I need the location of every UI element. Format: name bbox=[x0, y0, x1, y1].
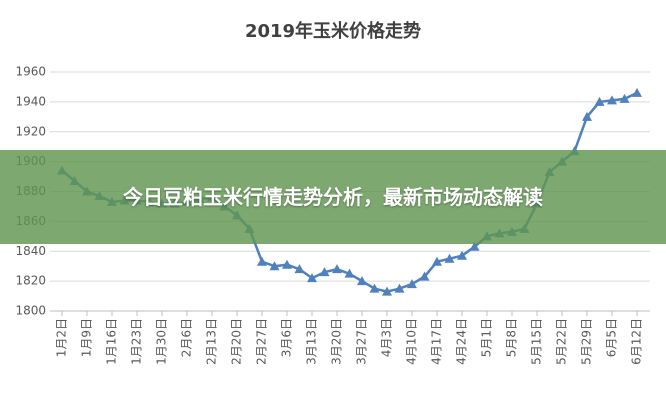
marker bbox=[269, 261, 280, 271]
marker bbox=[332, 264, 342, 274]
x-tick-label: 1月2日 bbox=[55, 318, 69, 357]
marker bbox=[282, 259, 292, 269]
marker bbox=[369, 283, 380, 293]
marker bbox=[357, 276, 367, 286]
marker bbox=[632, 87, 642, 97]
marker bbox=[319, 267, 330, 277]
marker bbox=[419, 271, 430, 281]
y-tick-label: 1960 bbox=[15, 65, 46, 79]
marker bbox=[582, 111, 592, 121]
x-tick-label: 2月6日 bbox=[180, 318, 194, 357]
x-tick-label: 5月8日 bbox=[505, 318, 519, 357]
x-tick-label: 1月9日 bbox=[80, 318, 94, 357]
y-tick-label: 1800 bbox=[15, 304, 46, 318]
x-tick-label: 3月6日 bbox=[280, 318, 294, 357]
y-tick-label: 1920 bbox=[15, 124, 46, 138]
x-tick-label: 6月12日 bbox=[630, 318, 644, 365]
marker bbox=[619, 93, 630, 103]
marker bbox=[294, 264, 305, 274]
x-tick-label: 2月27日 bbox=[255, 318, 269, 365]
marker bbox=[407, 279, 417, 289]
x-tick-label: 4月3日 bbox=[380, 318, 394, 357]
x-tick-label: 5月29日 bbox=[580, 318, 594, 365]
banner: 今日豆粕玉米行情走势分析，最新市场动态解读 bbox=[0, 150, 666, 244]
x-tick-label: 2月20日 bbox=[230, 318, 244, 365]
marker bbox=[432, 256, 442, 266]
marker bbox=[257, 256, 267, 266]
marker bbox=[382, 286, 392, 296]
marker bbox=[444, 253, 455, 263]
x-tick-label: 1月23日 bbox=[130, 318, 144, 365]
x-tick-label: 2月13日 bbox=[205, 318, 219, 365]
y-tick-label: 1820 bbox=[15, 274, 46, 288]
x-tick-label: 5月15日 bbox=[530, 318, 544, 365]
y-tick-label: 1840 bbox=[15, 244, 46, 258]
x-tick-label: 3月20日 bbox=[330, 318, 344, 365]
x-tick-label: 3月27日 bbox=[355, 318, 369, 365]
x-tick-label: 4月10日 bbox=[405, 318, 419, 365]
x-tick-label: 1月30日 bbox=[155, 318, 169, 365]
marker bbox=[394, 283, 405, 293]
marker bbox=[344, 268, 355, 278]
x-tick-label: 5月1日 bbox=[480, 318, 494, 357]
x-tick-label: 5月22日 bbox=[555, 318, 569, 365]
marker bbox=[457, 250, 467, 260]
chart-title: 2019年玉米价格走势 bbox=[245, 20, 421, 42]
marker bbox=[607, 95, 617, 105]
x-tick-label: 3月13日 bbox=[305, 318, 319, 365]
marker bbox=[469, 241, 480, 251]
x-tick-label: 6月5日 bbox=[605, 318, 619, 357]
x-tick-label: 4月17日 bbox=[430, 318, 444, 365]
banner-text: 今日豆粕玉米行情走势分析，最新市场动态解读 bbox=[123, 185, 543, 209]
y-tick-label: 1940 bbox=[15, 94, 46, 108]
marker bbox=[594, 96, 605, 106]
x-tick-label: 4月24日 bbox=[455, 318, 469, 365]
marker bbox=[307, 273, 317, 283]
x-tick-label: 1月16日 bbox=[105, 318, 119, 365]
